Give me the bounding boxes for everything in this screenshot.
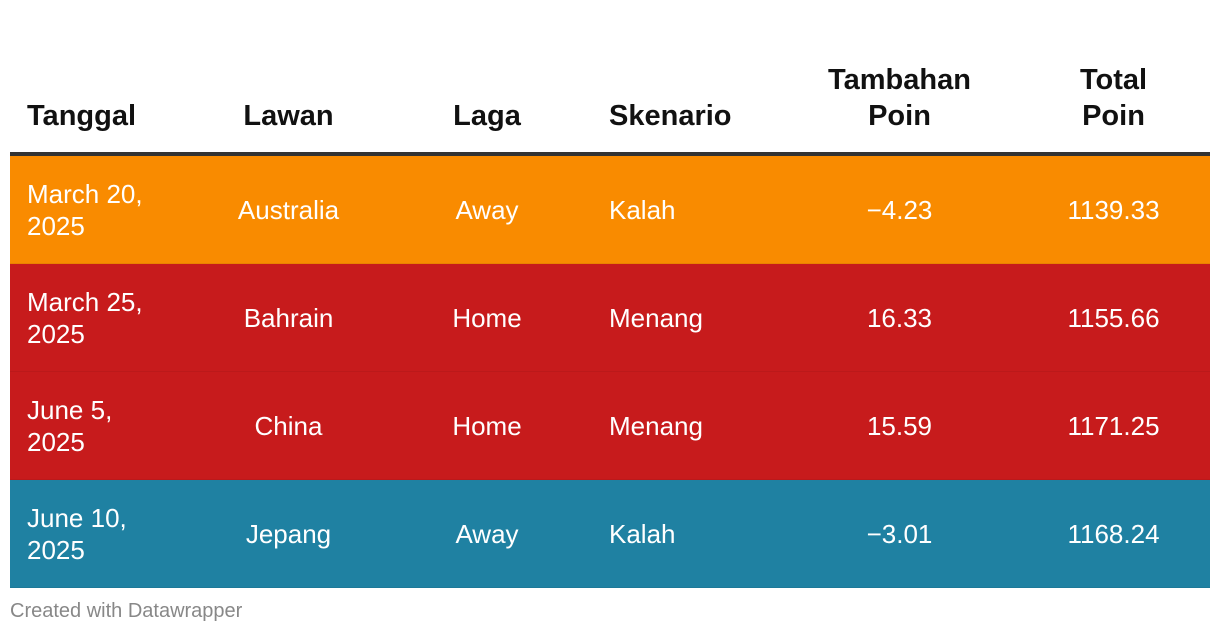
datawrapper-credit[interactable]: Created with Datawrapper bbox=[10, 600, 243, 622]
cell-tambahan-poin: −3.01 bbox=[782, 479, 1017, 588]
cell-tambahan-poin: −4.23 bbox=[782, 154, 1017, 264]
cell-laga: Home bbox=[382, 371, 592, 480]
cell-laga: Home bbox=[382, 263, 592, 372]
header-tanggal[interactable]: Tanggal bbox=[10, 40, 195, 156]
table-row: June 10, 2025 Jepang Away Kalah −3.01 11… bbox=[10, 479, 1210, 588]
cell-tambahan-poin: 15.59 bbox=[782, 371, 1017, 480]
header-laga[interactable]: Laga bbox=[382, 40, 592, 156]
header-lawan[interactable]: Lawan bbox=[195, 40, 382, 156]
table-row: March 20, 2025 Australia Away Kalah −4.2… bbox=[10, 154, 1210, 264]
cell-laga: Away bbox=[382, 479, 592, 588]
header-total-poin[interactable]: Total Poin bbox=[1017, 40, 1210, 156]
table-header: Tanggal Lawan Laga Skenario Tambahan Poi… bbox=[10, 40, 1210, 156]
header-row: Tanggal Lawan Laga Skenario Tambahan Poi… bbox=[10, 40, 1210, 156]
cell-lawan: Bahrain bbox=[195, 263, 382, 372]
table-body: March 20, 2025 Australia Away Kalah −4.2… bbox=[10, 154, 1210, 588]
cell-lawan: China bbox=[195, 371, 382, 480]
cell-skenario: Kalah bbox=[592, 154, 782, 264]
cell-total-poin: 1139.33 bbox=[1017, 154, 1210, 264]
cell-tanggal: March 20, 2025 bbox=[10, 154, 195, 264]
cell-tanggal: June 5, 2025 bbox=[10, 371, 195, 480]
header-skenario[interactable]: Skenario bbox=[592, 40, 782, 156]
cell-lawan: Jepang bbox=[195, 479, 382, 588]
table-row: March 25, 2025 Bahrain Home Menang 16.33… bbox=[10, 263, 1210, 372]
cell-total-poin: 1171.25 bbox=[1017, 371, 1210, 480]
table-row: June 5, 2025 China Home Menang 15.59 117… bbox=[10, 371, 1210, 480]
cell-skenario: Menang bbox=[592, 371, 782, 480]
results-table-container: Tanggal Lawan Laga Skenario Tambahan Poi… bbox=[10, 40, 1210, 588]
cell-skenario: Kalah bbox=[592, 479, 782, 588]
cell-total-poin: 1168.24 bbox=[1017, 479, 1210, 588]
cell-laga: Away bbox=[382, 154, 592, 264]
results-table: Tanggal Lawan Laga Skenario Tambahan Poi… bbox=[10, 40, 1210, 588]
cell-tanggal: June 10, 2025 bbox=[10, 479, 195, 588]
cell-tambahan-poin: 16.33 bbox=[782, 263, 1017, 372]
cell-tanggal: March 25, 2025 bbox=[10, 263, 195, 372]
cell-total-poin: 1155.66 bbox=[1017, 263, 1210, 372]
cell-lawan: Australia bbox=[195, 154, 382, 264]
header-tambahan-poin[interactable]: Tambahan Poin bbox=[782, 40, 1017, 156]
cell-skenario: Menang bbox=[592, 263, 782, 372]
